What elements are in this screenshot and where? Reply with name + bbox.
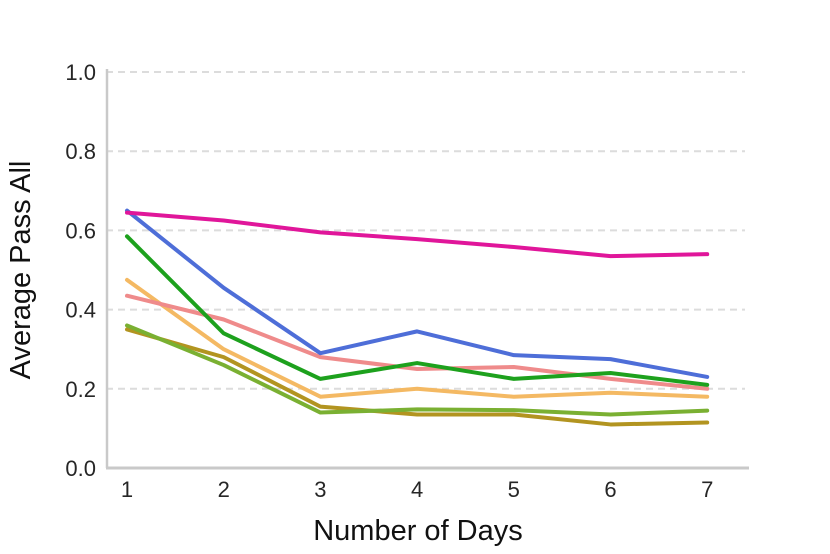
y-tick-label: 1.0 bbox=[65, 60, 96, 85]
y-tick-label: 0.2 bbox=[65, 377, 96, 402]
y-axis-label: Average Pass All bbox=[5, 161, 37, 380]
y-tick-label: 0.8 bbox=[65, 139, 96, 164]
x-tick-label: 2 bbox=[218, 477, 230, 502]
x-tick-label: 3 bbox=[314, 477, 326, 502]
olive-line bbox=[125, 327, 710, 427]
x-axis-label: Number of Days bbox=[313, 515, 523, 547]
light-green-line bbox=[125, 323, 710, 417]
y-tick-label: 0.4 bbox=[65, 298, 96, 323]
orange-line bbox=[125, 277, 710, 399]
magenta-line bbox=[125, 210, 710, 259]
x-tick-label: 4 bbox=[411, 477, 423, 502]
x-tick-label: 1 bbox=[121, 477, 133, 502]
y-tick-label: 0.0 bbox=[65, 456, 96, 481]
salmon-line bbox=[125, 293, 710, 391]
x-tick-label: 5 bbox=[508, 477, 520, 502]
plot-group: 0.0 0.2 0.4 0.6 0.8 1.0 1 2 3 4 5 6 7 bbox=[65, 60, 749, 502]
dark-green-line bbox=[125, 234, 710, 387]
blue-line bbox=[125, 208, 710, 379]
x-tick-label: 7 bbox=[701, 477, 713, 502]
y-tick-label: 0.6 bbox=[65, 218, 96, 243]
x-tick-label: 6 bbox=[604, 477, 616, 502]
